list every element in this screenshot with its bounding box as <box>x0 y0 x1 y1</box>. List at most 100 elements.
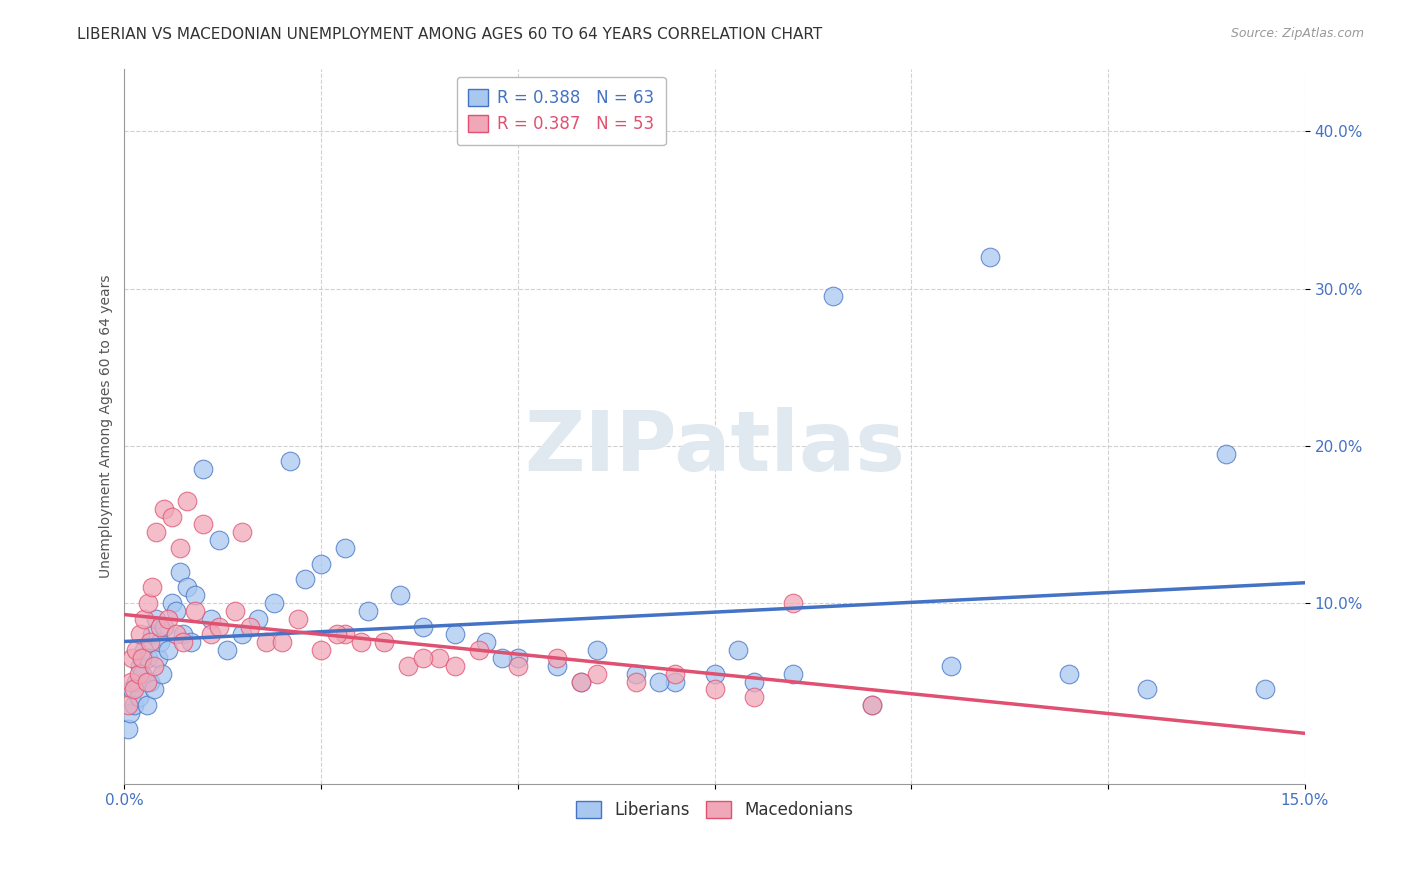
Point <box>135 698 157 713</box>
Point <box>624 674 647 689</box>
Point <box>309 643 332 657</box>
Point <box>491 651 513 665</box>
Point <box>444 627 467 641</box>
Point <box>172 635 194 649</box>
Text: LIBERIAN VS MACEDONIAN UNEMPLOYMENT AMONG AGES 60 TO 64 YEARS CORRELATION CHART: LIBERIAN VS MACEDONIAN UNEMPLOYMENT AMON… <box>77 27 823 42</box>
Point <box>231 525 253 540</box>
Point <box>176 493 198 508</box>
Point <box>412 619 434 633</box>
Point <box>184 588 207 602</box>
Point <box>172 627 194 641</box>
Point <box>145 525 167 540</box>
Point <box>153 501 176 516</box>
Point <box>703 666 725 681</box>
Point <box>231 627 253 641</box>
Point <box>270 635 292 649</box>
Point <box>309 557 332 571</box>
Point <box>141 627 163 641</box>
Point <box>143 658 166 673</box>
Point <box>200 627 222 641</box>
Point <box>146 651 169 665</box>
Y-axis label: Unemployment Among Ages 60 to 64 years: Unemployment Among Ages 60 to 64 years <box>100 275 114 578</box>
Point <box>169 565 191 579</box>
Point <box>1254 682 1277 697</box>
Point <box>134 612 156 626</box>
Point <box>821 289 844 303</box>
Point <box>506 651 529 665</box>
Point <box>727 643 749 657</box>
Point <box>138 674 160 689</box>
Point <box>122 698 145 713</box>
Point <box>156 643 179 657</box>
Point <box>569 674 592 689</box>
Point <box>388 588 411 602</box>
Point <box>150 666 173 681</box>
Point <box>664 674 686 689</box>
Point <box>135 674 157 689</box>
Point <box>333 541 356 555</box>
Point <box>136 596 159 610</box>
Point <box>349 635 371 649</box>
Point <box>742 674 765 689</box>
Point <box>138 635 160 649</box>
Point <box>333 627 356 641</box>
Point <box>569 674 592 689</box>
Point <box>224 604 246 618</box>
Point <box>176 580 198 594</box>
Point <box>145 612 167 626</box>
Point <box>412 651 434 665</box>
Point <box>215 643 238 657</box>
Point <box>121 682 143 697</box>
Point <box>703 682 725 697</box>
Text: ZIPatlas: ZIPatlas <box>524 407 905 488</box>
Point <box>860 698 883 713</box>
Point <box>118 706 141 720</box>
Point <box>444 658 467 673</box>
Point <box>278 454 301 468</box>
Point <box>141 580 163 594</box>
Point <box>131 666 153 681</box>
Point <box>128 666 150 681</box>
Point <box>121 651 143 665</box>
Point <box>860 698 883 713</box>
Point <box>373 635 395 649</box>
Point <box>129 658 152 673</box>
Point <box>208 619 231 633</box>
Point <box>254 635 277 649</box>
Point <box>294 573 316 587</box>
Point <box>624 666 647 681</box>
Point <box>191 517 214 532</box>
Point <box>180 635 202 649</box>
Point <box>427 651 450 665</box>
Point <box>134 643 156 657</box>
Point <box>184 604 207 618</box>
Point <box>357 604 380 618</box>
Point <box>782 666 804 681</box>
Point <box>326 627 349 641</box>
Point <box>117 722 139 736</box>
Point <box>1057 666 1080 681</box>
Point <box>247 612 270 626</box>
Point <box>648 674 671 689</box>
Point <box>149 619 172 633</box>
Point <box>396 658 419 673</box>
Point <box>939 658 962 673</box>
Point <box>239 619 262 633</box>
Point <box>585 643 607 657</box>
Point <box>153 619 176 633</box>
Point <box>191 462 214 476</box>
Point <box>160 596 183 610</box>
Point <box>475 635 498 649</box>
Point <box>664 666 686 681</box>
Point <box>156 612 179 626</box>
Point <box>136 651 159 665</box>
Point <box>125 674 148 689</box>
Point <box>117 698 139 713</box>
Point <box>287 612 309 626</box>
Point <box>122 682 145 697</box>
Point <box>200 612 222 626</box>
Point <box>143 682 166 697</box>
Point <box>169 541 191 555</box>
Point <box>129 627 152 641</box>
Point <box>131 651 153 665</box>
